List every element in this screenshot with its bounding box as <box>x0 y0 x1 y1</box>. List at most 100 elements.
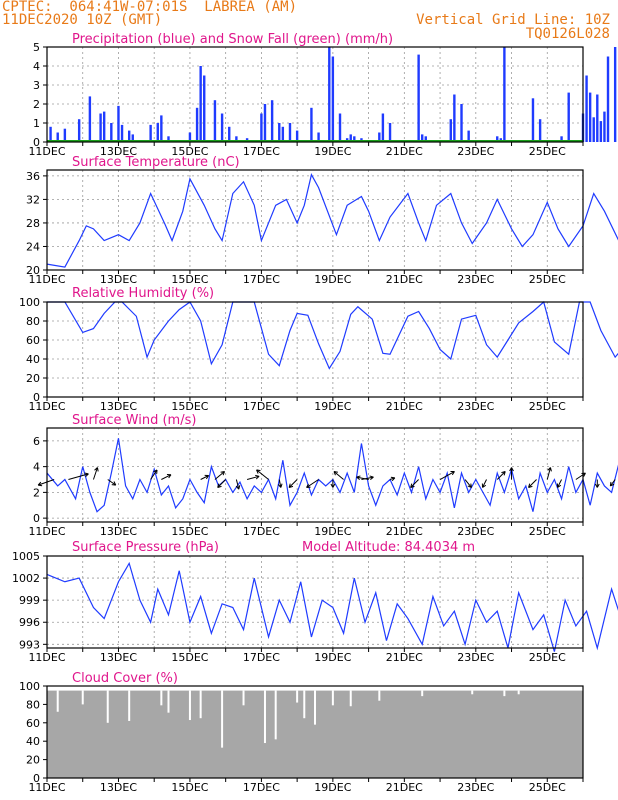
y-tick-label: 4 <box>33 461 40 474</box>
x-tick-label: 23DEC <box>457 781 494 794</box>
x-tick-label: 15DEC <box>171 273 208 286</box>
wind-vector <box>68 473 89 480</box>
precip-bar <box>424 136 427 142</box>
precip-bar <box>263 104 267 142</box>
y-tick-label: 2 <box>33 486 40 499</box>
x-tick-label: 11DEC <box>28 145 65 158</box>
wind-vector <box>288 479 298 488</box>
precip-bar <box>99 113 102 142</box>
y-tick-label: 24 <box>26 240 40 253</box>
x-tick-label: 21DEC <box>386 525 423 538</box>
precip-bar <box>167 136 170 142</box>
precip-bar <box>328 47 331 142</box>
y-tick-label: 1005 <box>12 550 40 563</box>
wind-vector-head <box>220 471 226 476</box>
cloud-dip <box>56 690 59 712</box>
precip-bar <box>460 104 463 142</box>
wind-vector-head <box>84 472 89 478</box>
precip-bar <box>281 126 285 142</box>
x-tick-label: 19DEC <box>314 400 351 413</box>
precip-bar <box>288 123 292 142</box>
panel-title: Cloud Cover (%) <box>72 671 178 686</box>
y-tick-label: 996 <box>19 616 40 629</box>
precip-bar <box>606 56 610 142</box>
y-tick-label: 40 <box>26 353 40 366</box>
precip-bar <box>131 134 134 142</box>
precip-bar <box>496 136 499 142</box>
y-tick-label: 20 <box>26 372 40 385</box>
precip-bar <box>449 119 452 142</box>
wind-vector <box>482 479 487 488</box>
precip-bar <box>110 123 113 142</box>
wind-vector-head <box>288 483 294 488</box>
cloud-dip <box>81 690 84 705</box>
series-line <box>46 438 618 513</box>
panel-title: Relative Humidity (%) <box>72 286 214 301</box>
y-tick-label: 1 <box>33 117 40 130</box>
x-tick-label: 17DEC <box>243 781 280 794</box>
y-tick-label: 0 <box>33 136 40 149</box>
wind-vector-head <box>306 483 311 489</box>
precip-bar <box>388 123 392 142</box>
wind-vector <box>356 476 369 480</box>
wind-vector <box>410 479 419 488</box>
wind-vector <box>214 471 225 480</box>
wind-vector <box>361 476 374 480</box>
precip-bar <box>199 66 202 142</box>
wind-vector-head <box>333 471 339 476</box>
precip-bar <box>235 136 238 142</box>
x-tick-label: 25DEC <box>529 145 566 158</box>
header-grid-note: Vertical Grid Line: 10Z <box>416 12 610 28</box>
x-tick-label: 21DEC <box>386 400 423 413</box>
cloud-dip <box>349 690 352 707</box>
precip-bar <box>188 132 192 142</box>
x-tick-label: 13DEC <box>100 273 137 286</box>
x-tick-label: 13DEC <box>100 525 137 538</box>
wind-vector <box>528 479 537 488</box>
wind-vector-head <box>256 469 261 474</box>
x-tick-label: 13DEC <box>100 145 137 158</box>
cloud-dip <box>128 690 131 721</box>
panel-frame <box>46 301 584 398</box>
header-station-line: CPTEC: 064:41W-07:01S LABREA (AM) <box>2 0 298 15</box>
cloud-dip <box>296 690 299 703</box>
wind-vector <box>256 469 269 480</box>
wind-vector <box>333 471 344 480</box>
header-date-line: 11DEC2020 10Z (GMT) <box>2 12 163 28</box>
x-tick-label: 11DEC <box>28 273 65 286</box>
precip-bar <box>588 92 592 142</box>
x-tick-label: 21DEC <box>386 781 423 794</box>
series-line <box>46 173 618 268</box>
precip-bar <box>417 54 420 142</box>
y-tick-label: 2 <box>33 98 40 111</box>
y-tick-label: 3 <box>33 79 40 92</box>
precip-bar <box>49 126 52 142</box>
wind-vector <box>150 469 158 480</box>
precip-bar <box>260 113 263 142</box>
x-tick-label: 15DEC <box>171 781 208 794</box>
y-tick-label: 4 <box>33 60 40 73</box>
wind-vector <box>278 479 282 488</box>
panel-frame <box>46 555 584 649</box>
wind-vector-head <box>166 474 172 479</box>
x-tick-label: 25DEC <box>529 273 566 286</box>
panel-frame <box>46 685 584 779</box>
wind-vector <box>37 479 55 486</box>
wind-vector-head <box>547 467 552 472</box>
precip-bar <box>585 75 588 142</box>
precip-bar <box>567 92 570 142</box>
x-tick-label: 25DEC <box>529 781 566 794</box>
y-tick-label: 40 <box>26 735 40 748</box>
precip-bar <box>295 130 299 142</box>
wind-vector-head <box>528 483 533 488</box>
precip-bar <box>538 119 542 142</box>
y-tick-label: 60 <box>26 717 40 730</box>
wind-vector-head <box>509 467 514 472</box>
x-tick-label: 23DEC <box>457 145 494 158</box>
precip-bar <box>310 107 313 142</box>
wind-vector-head <box>390 476 396 482</box>
cloud-dip <box>221 690 224 748</box>
y-tick-label: 100 <box>19 680 40 693</box>
y-tick-label: 0 <box>33 772 40 785</box>
